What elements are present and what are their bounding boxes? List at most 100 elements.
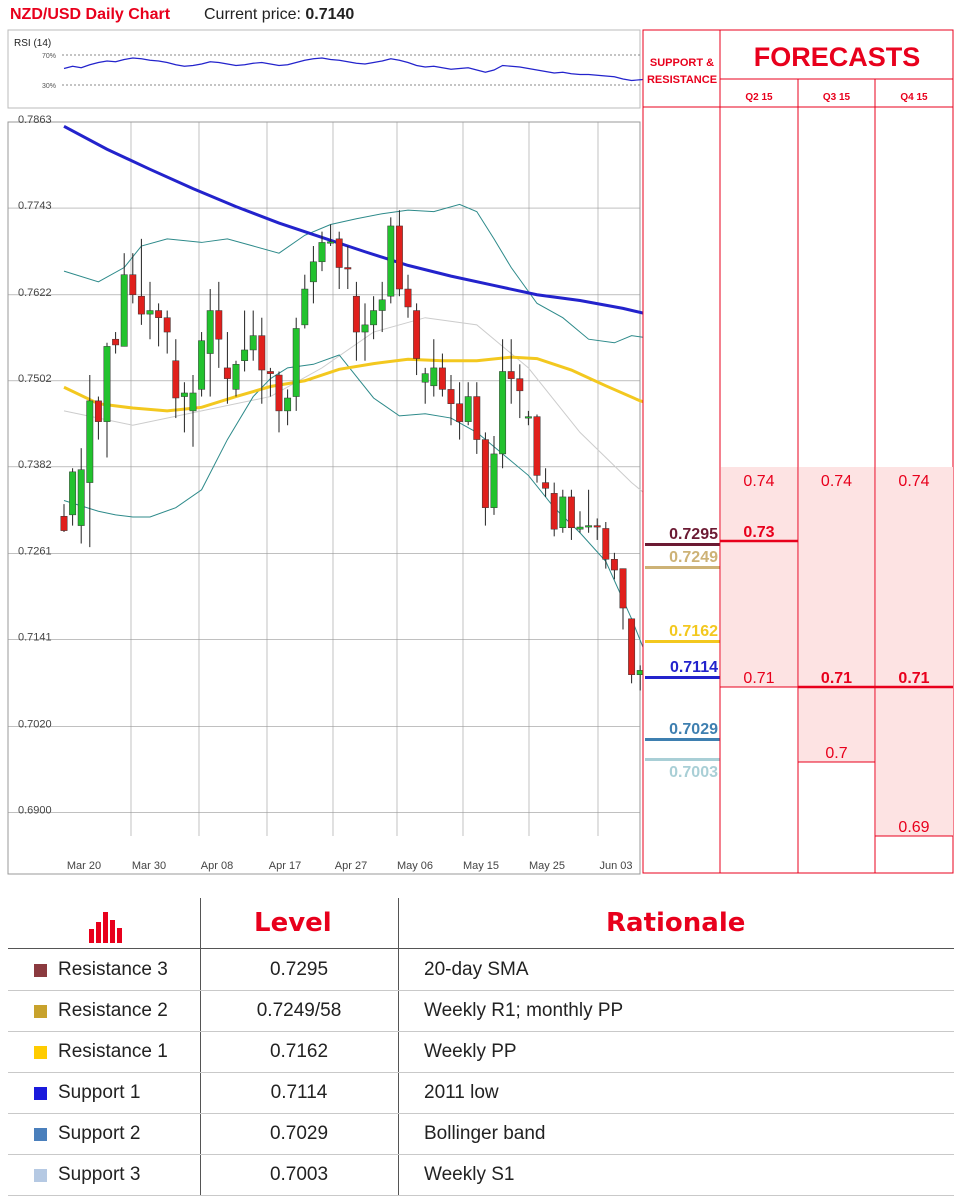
table-header-rationale: Rationale <box>606 908 746 938</box>
table-logo-icon <box>88 906 128 946</box>
candle-body <box>524 416 532 419</box>
candle-body <box>112 338 120 346</box>
forecast-high: 0.74 <box>821 473 852 490</box>
level-color-swatch <box>34 1169 47 1182</box>
level-line <box>645 758 720 761</box>
level-line <box>645 566 720 569</box>
candle-body <box>576 526 584 530</box>
y-tick-label: 0.7622 <box>18 287 52 299</box>
candle-body <box>180 392 188 397</box>
forecast-column-label: Q2 15 <box>745 92 773 103</box>
candle-body <box>206 310 214 354</box>
level-rationale: Weekly PP <box>424 1041 517 1062</box>
current-price-value: 0.7140 <box>305 6 355 23</box>
level-line <box>645 543 720 546</box>
y-tick-label: 0.7502 <box>18 373 52 385</box>
price-frame <box>7 121 641 875</box>
forecast-mid: 0.71 <box>898 670 929 687</box>
forecast-range <box>799 467 875 762</box>
candle-body <box>129 274 137 296</box>
candle-body <box>155 310 163 318</box>
candle-body <box>404 288 412 308</box>
y-tick-label: 0.7141 <box>18 632 52 644</box>
candle-body <box>447 389 455 404</box>
candle-body <box>430 367 438 387</box>
forecast-range <box>721 467 798 687</box>
band-lower-line <box>63 354 676 720</box>
candle-body <box>309 261 317 283</box>
forecast-low: 0.7 <box>825 745 847 762</box>
table-divider <box>200 898 201 1196</box>
forecast-mid: 0.71 <box>821 670 852 687</box>
y-tick-label: 0.7020 <box>18 718 52 730</box>
level-line <box>645 676 720 679</box>
level-value: 0.7114 <box>270 1082 328 1103</box>
candle-body <box>456 403 464 422</box>
candle-body <box>378 299 386 311</box>
candle-body <box>137 295 145 315</box>
levels-panel-frame <box>642 29 721 874</box>
y-tick-label: 0.7863 <box>18 114 52 126</box>
level-value: 0.7295 <box>669 526 718 543</box>
candle-body <box>335 238 343 268</box>
level-name: Support 3 <box>58 1164 141 1185</box>
level-rationale: Weekly S1 <box>424 1164 515 1185</box>
level-value: 0.7249/58 <box>256 1000 342 1021</box>
candle-body <box>481 439 489 508</box>
level-value: 0.7029 <box>269 1123 329 1144</box>
candle-body <box>215 310 223 340</box>
candle-body <box>94 400 102 422</box>
table-divider <box>398 898 399 1196</box>
rsi-line <box>63 57 675 82</box>
candle-body <box>189 392 197 412</box>
table-header-level: Level <box>254 908 332 938</box>
rsi-panel: RSI (14) 70% 30% <box>7 29 675 109</box>
levels-header-line1: SUPPORT & <box>650 57 714 69</box>
level-color-swatch <box>34 964 47 977</box>
y-tick-label: 0.7382 <box>18 459 52 471</box>
support-resistance-panel: SUPPORT & RESISTANCE 0.7295 0.7249 0.7162 0.7… <box>642 29 721 874</box>
level-value: 0.7029 <box>669 721 718 738</box>
sma-short-line <box>63 317 675 519</box>
forecast-column-label: Q3 15 <box>823 92 851 103</box>
candle-body <box>516 378 524 392</box>
candle-body <box>275 374 283 412</box>
indicator-lines <box>63 124 676 720</box>
levels-header-line2: RESISTANCE <box>647 74 717 86</box>
x-tick-label: May 06 <box>397 860 433 872</box>
forecast-low: 0.69 <box>898 819 929 836</box>
candle-body <box>387 225 395 297</box>
level-line <box>645 738 720 741</box>
candle-body <box>395 225 403 290</box>
candle-body <box>361 324 369 333</box>
table-row-line <box>8 1195 954 1196</box>
level-rationale: Weekly R1; monthly PP <box>424 1000 624 1021</box>
candle-body <box>266 371 274 374</box>
candle-body <box>223 367 231 379</box>
candle-body <box>602 528 610 560</box>
candle-body <box>473 396 481 440</box>
level-rationale: 20-day SMA <box>424 959 529 980</box>
x-tick-label: May 15 <box>463 860 499 872</box>
candle-body <box>69 471 77 516</box>
table-row-line <box>8 1154 954 1155</box>
candle-body <box>619 568 627 609</box>
candle-body <box>327 241 335 244</box>
x-tick-label: Mar 20 <box>67 860 101 872</box>
level-name: Resistance 2 <box>58 1000 168 1021</box>
level-value: 0.7162 <box>269 1041 329 1062</box>
candle-body <box>301 288 309 326</box>
candle-body <box>567 496 575 528</box>
current-price-label: Current price: <box>204 6 301 23</box>
x-tick-label: Apr 17 <box>269 860 301 872</box>
candle-body <box>103 346 111 422</box>
x-tick-label: Apr 08 <box>201 860 233 872</box>
candle-body <box>77 469 85 526</box>
level-rationale: Bollinger band <box>424 1123 546 1144</box>
level-value: 0.7114 <box>670 659 718 676</box>
y-tick-label: 0.7261 <box>18 546 52 558</box>
rsi-label: RSI (14) <box>14 38 51 49</box>
table-row-line <box>8 990 954 991</box>
table-row-line <box>8 1072 954 1073</box>
chart-title: NZD/USD Daily Chart <box>10 6 171 23</box>
